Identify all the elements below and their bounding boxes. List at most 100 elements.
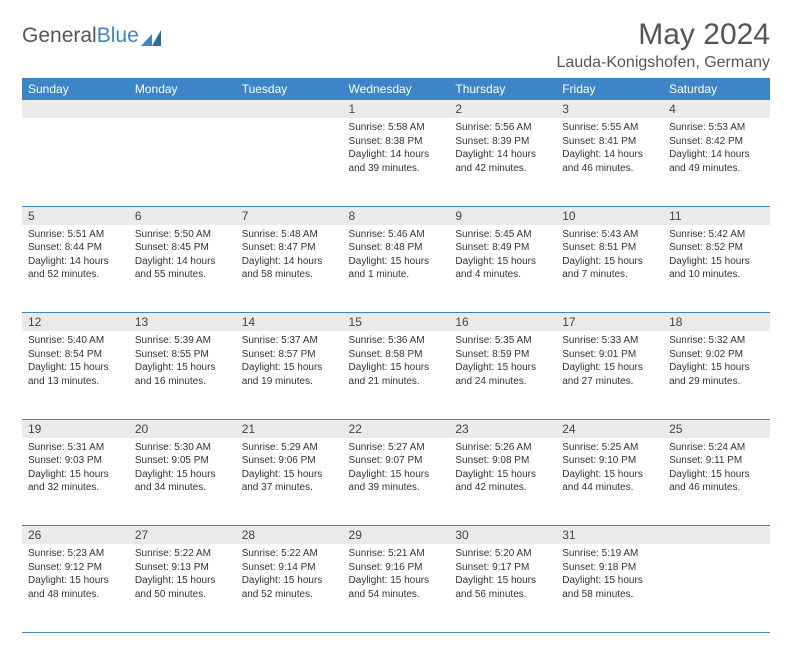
day-number-cell: 1 — [343, 100, 450, 118]
sunrise-line: Sunrise: 5:36 AM — [349, 334, 444, 348]
sunrise-line: Sunrise: 5:37 AM — [242, 334, 337, 348]
day-body-cell: Sunrise: 5:48 AMSunset: 8:47 PMDaylight:… — [236, 225, 343, 313]
daylight-line: Daylight: 14 hours and 49 minutes. — [669, 148, 764, 175]
day-body-cell: Sunrise: 5:29 AMSunset: 9:06 PMDaylight:… — [236, 438, 343, 526]
day-number-cell — [22, 100, 129, 118]
day-body-cell: Sunrise: 5:51 AMSunset: 8:44 PMDaylight:… — [22, 225, 129, 313]
daynum-row: 19202122232425 — [22, 419, 770, 438]
sunrise-line: Sunrise: 5:21 AM — [349, 547, 444, 561]
sunset-line: Sunset: 8:39 PM — [455, 135, 550, 149]
daylight-line: Daylight: 15 hours and 24 minutes. — [455, 361, 550, 388]
month-title: May 2024 — [557, 18, 770, 52]
day-detail: Sunrise: 5:45 AMSunset: 8:49 PMDaylight:… — [449, 225, 556, 288]
weekday-header: Tuesday — [236, 78, 343, 100]
sunset-line: Sunset: 8:44 PM — [28, 241, 123, 255]
sunrise-line: Sunrise: 5:31 AM — [28, 441, 123, 455]
day-body-cell — [22, 118, 129, 206]
weekday-header: Friday — [556, 78, 663, 100]
day-body-cell: Sunrise: 5:24 AMSunset: 9:11 PMDaylight:… — [663, 438, 770, 526]
day-detail: Sunrise: 5:24 AMSunset: 9:11 PMDaylight:… — [663, 438, 770, 501]
sunset-line: Sunset: 9:14 PM — [242, 561, 337, 575]
week-row: Sunrise: 5:23 AMSunset: 9:12 PMDaylight:… — [22, 544, 770, 632]
day-detail: Sunrise: 5:22 AMSunset: 9:14 PMDaylight:… — [236, 544, 343, 607]
calendar-table: SundayMondayTuesdayWednesdayThursdayFrid… — [22, 78, 770, 633]
day-number-cell: 21 — [236, 419, 343, 438]
day-number-cell: 27 — [129, 526, 236, 545]
day-body-cell: Sunrise: 5:26 AMSunset: 9:08 PMDaylight:… — [449, 438, 556, 526]
header-row: GeneralBlue May 2024 Lauda-Konigshofen, … — [22, 18, 770, 72]
sunrise-line: Sunrise: 5:32 AM — [669, 334, 764, 348]
day-detail: Sunrise: 5:55 AMSunset: 8:41 PMDaylight:… — [556, 118, 663, 181]
sunrise-line: Sunrise: 5:33 AM — [562, 334, 657, 348]
sunset-line: Sunset: 8:49 PM — [455, 241, 550, 255]
day-number-cell: 15 — [343, 313, 450, 332]
weekday-header: Sunday — [22, 78, 129, 100]
sunset-line: Sunset: 8:51 PM — [562, 241, 657, 255]
day-number-cell: 9 — [449, 206, 556, 225]
day-number-cell: 31 — [556, 526, 663, 545]
sunrise-line: Sunrise: 5:24 AM — [669, 441, 764, 455]
sunrise-line: Sunrise: 5:58 AM — [349, 121, 444, 135]
day-number-cell: 8 — [343, 206, 450, 225]
day-body-cell: Sunrise: 5:23 AMSunset: 9:12 PMDaylight:… — [22, 544, 129, 632]
daylight-line: Daylight: 15 hours and 21 minutes. — [349, 361, 444, 388]
day-number-cell: 13 — [129, 313, 236, 332]
sunrise-line: Sunrise: 5:53 AM — [669, 121, 764, 135]
day-detail: Sunrise: 5:40 AMSunset: 8:54 PMDaylight:… — [22, 331, 129, 394]
sunset-line: Sunset: 9:10 PM — [562, 454, 657, 468]
day-body-cell: Sunrise: 5:53 AMSunset: 8:42 PMDaylight:… — [663, 118, 770, 206]
day-detail: Sunrise: 5:35 AMSunset: 8:59 PMDaylight:… — [449, 331, 556, 394]
sunrise-line: Sunrise: 5:55 AM — [562, 121, 657, 135]
sunset-line: Sunset: 9:08 PM — [455, 454, 550, 468]
title-block: May 2024 Lauda-Konigshofen, Germany — [557, 18, 770, 72]
daynum-row: 12131415161718 — [22, 313, 770, 332]
daylight-line: Daylight: 15 hours and 54 minutes. — [349, 574, 444, 601]
sunset-line: Sunset: 8:57 PM — [242, 348, 337, 362]
sunset-line: Sunset: 8:41 PM — [562, 135, 657, 149]
sunset-line: Sunset: 9:11 PM — [669, 454, 764, 468]
daynum-row: 262728293031 — [22, 526, 770, 545]
day-body-cell: Sunrise: 5:42 AMSunset: 8:52 PMDaylight:… — [663, 225, 770, 313]
day-detail: Sunrise: 5:50 AMSunset: 8:45 PMDaylight:… — [129, 225, 236, 288]
day-number-cell: 28 — [236, 526, 343, 545]
day-detail: Sunrise: 5:25 AMSunset: 9:10 PMDaylight:… — [556, 438, 663, 501]
sunrise-line: Sunrise: 5:51 AM — [28, 228, 123, 242]
day-detail: Sunrise: 5:39 AMSunset: 8:55 PMDaylight:… — [129, 331, 236, 394]
sunset-line: Sunset: 8:38 PM — [349, 135, 444, 149]
sunset-line: Sunset: 8:47 PM — [242, 241, 337, 255]
location-label: Lauda-Konigshofen, Germany — [557, 54, 770, 72]
day-body-cell: Sunrise: 5:40 AMSunset: 8:54 PMDaylight:… — [22, 331, 129, 419]
daylight-line: Daylight: 15 hours and 46 minutes. — [669, 468, 764, 495]
daylight-line: Daylight: 15 hours and 16 minutes. — [135, 361, 230, 388]
daylight-line: Daylight: 15 hours and 56 minutes. — [455, 574, 550, 601]
sunset-line: Sunset: 8:42 PM — [669, 135, 764, 149]
daylight-line: Daylight: 15 hours and 39 minutes. — [349, 468, 444, 495]
logo: GeneralBlue — [22, 18, 163, 48]
day-number-cell: 26 — [22, 526, 129, 545]
daylight-line: Daylight: 14 hours and 46 minutes. — [562, 148, 657, 175]
day-detail: Sunrise: 5:30 AMSunset: 9:05 PMDaylight:… — [129, 438, 236, 501]
sunrise-line: Sunrise: 5:30 AM — [135, 441, 230, 455]
sunset-line: Sunset: 9:06 PM — [242, 454, 337, 468]
day-number-cell: 4 — [663, 100, 770, 118]
daylight-line: Daylight: 15 hours and 44 minutes. — [562, 468, 657, 495]
day-detail: Sunrise: 5:43 AMSunset: 8:51 PMDaylight:… — [556, 225, 663, 288]
day-detail: Sunrise: 5:19 AMSunset: 9:18 PMDaylight:… — [556, 544, 663, 607]
day-number-cell — [129, 100, 236, 118]
day-body-cell: Sunrise: 5:32 AMSunset: 9:02 PMDaylight:… — [663, 331, 770, 419]
sunrise-line: Sunrise: 5:56 AM — [455, 121, 550, 135]
day-number-cell: 17 — [556, 313, 663, 332]
daylight-line: Daylight: 15 hours and 27 minutes. — [562, 361, 657, 388]
day-body-cell — [236, 118, 343, 206]
day-detail: Sunrise: 5:56 AMSunset: 8:39 PMDaylight:… — [449, 118, 556, 181]
logo-text-2: Blue — [97, 24, 139, 48]
day-number-cell: 14 — [236, 313, 343, 332]
day-body-cell: Sunrise: 5:19 AMSunset: 9:18 PMDaylight:… — [556, 544, 663, 632]
day-body-cell: Sunrise: 5:43 AMSunset: 8:51 PMDaylight:… — [556, 225, 663, 313]
sunrise-line: Sunrise: 5:22 AM — [242, 547, 337, 561]
day-detail: Sunrise: 5:58 AMSunset: 8:38 PMDaylight:… — [343, 118, 450, 181]
day-body-cell: Sunrise: 5:50 AMSunset: 8:45 PMDaylight:… — [129, 225, 236, 313]
day-number-cell: 11 — [663, 206, 770, 225]
week-row: Sunrise: 5:51 AMSunset: 8:44 PMDaylight:… — [22, 225, 770, 313]
daylight-line: Daylight: 15 hours and 42 minutes. — [455, 468, 550, 495]
